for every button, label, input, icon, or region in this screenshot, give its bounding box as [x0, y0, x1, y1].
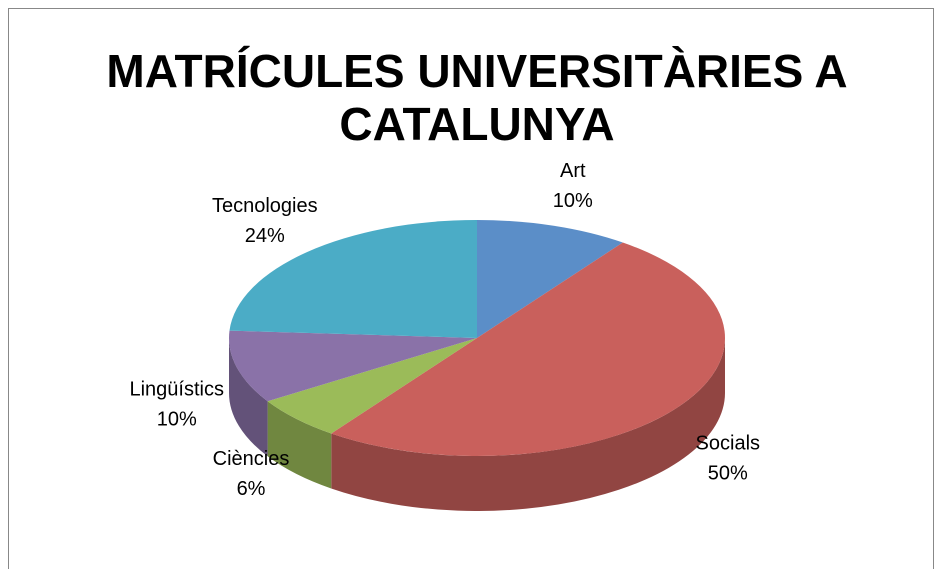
slice-value-label: 24% — [245, 225, 285, 247]
slice-side — [229, 338, 268, 457]
slice-value-label: 10% — [157, 408, 197, 430]
slice-value-label: 10% — [553, 190, 593, 212]
slice — [331, 242, 725, 457]
slice-label: Art — [560, 160, 586, 182]
slice-value-label: 50% — [708, 462, 748, 484]
slice — [477, 220, 623, 338]
title-line: MATRÍCULES UNIVERSITÀRIES A — [106, 45, 847, 97]
slice-side — [267, 401, 332, 489]
slice-label: Lingüístics — [129, 378, 224, 400]
slice-side — [331, 338, 725, 511]
slice — [267, 338, 477, 434]
title-line: CATALUNYA — [339, 98, 614, 150]
slice-value-label: 6% — [237, 478, 266, 500]
pie — [228, 220, 725, 511]
slice — [229, 220, 477, 338]
slice — [228, 330, 477, 402]
slice-label: Tecnologies — [212, 195, 318, 217]
chart-title: MATRÍCULES UNIVERSITÀRIES A CATALUNYA — [106, 45, 847, 150]
slice-label: Socials — [696, 432, 760, 454]
slice-label: Ciències — [213, 448, 290, 470]
